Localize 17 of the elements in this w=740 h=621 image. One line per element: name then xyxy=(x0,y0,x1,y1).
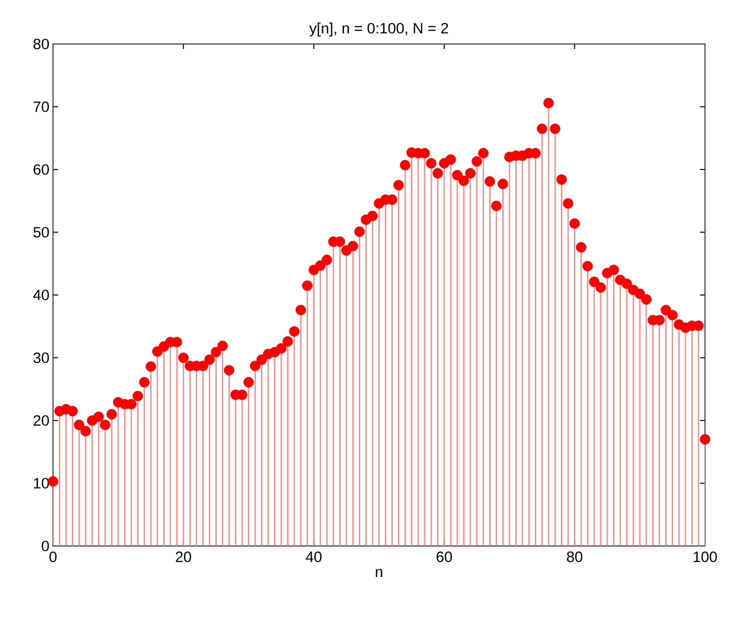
y-tick-label: 70 xyxy=(34,101,49,112)
x-tick-label: 0 xyxy=(49,552,57,562)
x-tick-label: 60 xyxy=(436,552,452,562)
y-tick-label: 80 xyxy=(34,38,49,50)
y-tick-label: 20 xyxy=(34,415,49,426)
y-tick-label: 0 xyxy=(42,540,49,552)
x-axis-title: n xyxy=(376,568,382,577)
y-tick-label: 30 xyxy=(33,352,49,364)
chart-title: y[n], n = 0:100, N = 2 xyxy=(309,22,448,36)
y-tick-label: 50 xyxy=(33,226,49,238)
x-tick-label: 100 xyxy=(694,552,717,562)
y-tick-label: 60 xyxy=(34,164,49,175)
y-tick-label: 40 xyxy=(33,290,49,300)
x-tick-label: 80 xyxy=(566,552,582,562)
x-tick-label: 20 xyxy=(176,552,192,562)
y-tick-label: 10 xyxy=(34,478,49,489)
x-tick-label: 40 xyxy=(306,552,322,562)
